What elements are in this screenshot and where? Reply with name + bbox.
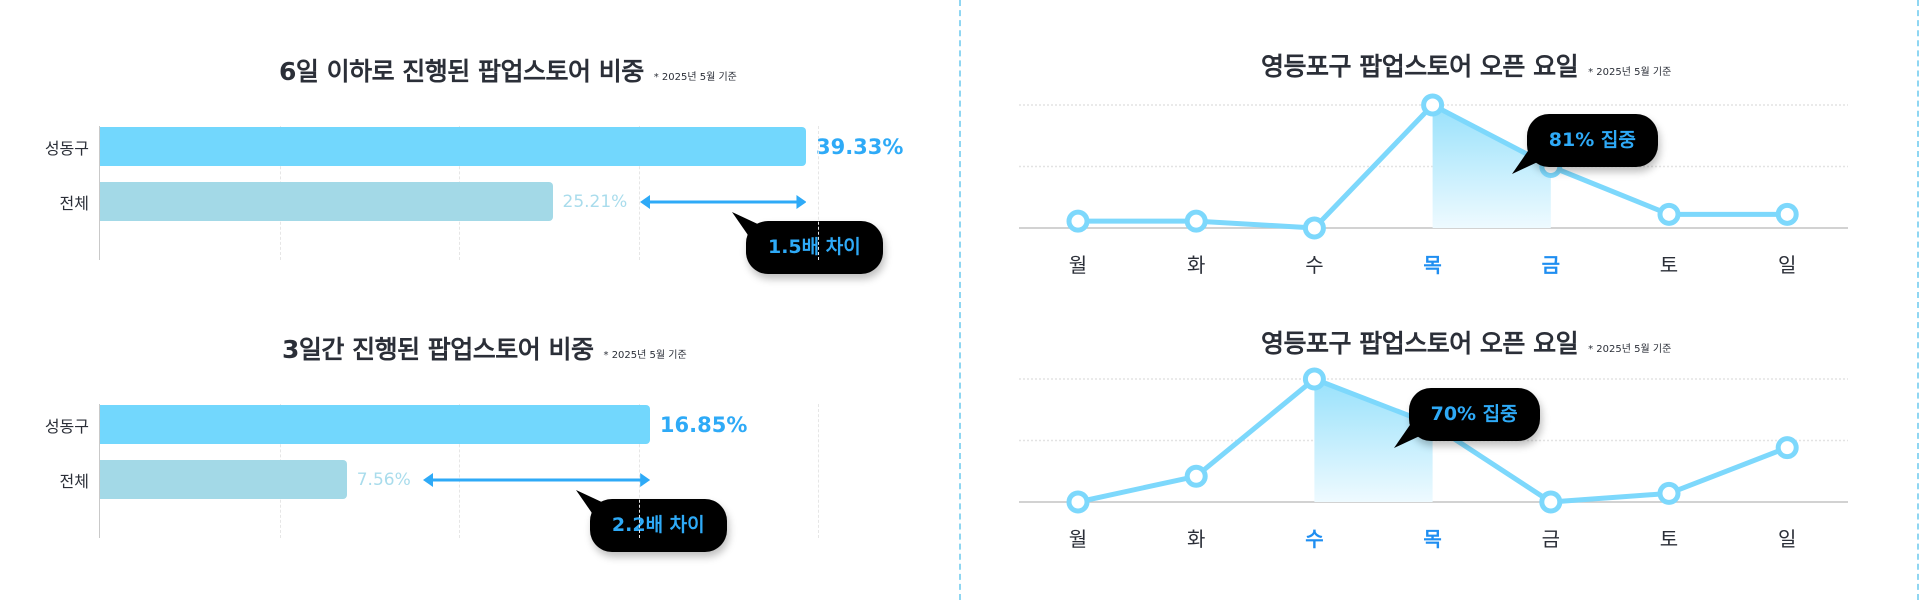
data-point (1775, 202, 1799, 226)
day-label: 금 (1541, 527, 1560, 551)
gridline (638, 404, 640, 538)
category-label: 성동구 (44, 417, 89, 436)
day-label: 월 (1068, 527, 1088, 551)
line-chart-weekday-1: 영등포구 팝업스토어 오픈 요일 * 2025년 5월 기준 월 화 수 목 금… (1019, 47, 1848, 277)
bar-total (100, 460, 347, 499)
gridline (459, 404, 460, 538)
difference-arrow (422, 473, 650, 487)
value-label: 7.56% (356, 470, 411, 490)
right-edge-divider (1917, 0, 1919, 600)
data-point (1302, 216, 1326, 240)
line-chart-weekday-2: 영등포구 팝업스토어 오픈 요일 * 2025년 5월 기준 월 화 수 목 금… (0, 274, 1920, 574)
arrow-head-right (795, 195, 806, 209)
concentration-callout: 70% 집중 (1408, 388, 1540, 441)
day-label: 토 (1659, 253, 1679, 277)
bar-total (100, 182, 553, 221)
data-point (1302, 367, 1326, 391)
day-label: 월 (1068, 253, 1088, 277)
callout-tail (731, 212, 762, 238)
day-label: 토 (1659, 527, 1679, 551)
section-divider (959, 0, 961, 600)
concentration-callout: 81% 집중 (1526, 114, 1658, 167)
callout-tail (1393, 422, 1424, 448)
line-plot (1019, 367, 1848, 514)
callout-tail (575, 490, 606, 516)
chart-title-row: 영등포구 팝업스토어 오픈 요일 * 2025년 5월 기준 (1261, 47, 1671, 83)
highlight-area (1432, 105, 1551, 228)
day-label: 수 (1305, 527, 1324, 551)
data-point (1657, 202, 1681, 226)
data-point (1539, 490, 1563, 514)
difference-arrow (639, 195, 806, 209)
value-label: 25.21% (562, 192, 628, 212)
chart-note: * 2025년 5월 기준 (1588, 67, 1672, 78)
highlight-area (1314, 379, 1433, 502)
day-label: 화 (1186, 527, 1206, 551)
gridline (818, 126, 819, 260)
day-label: 목 (1423, 527, 1442, 551)
chart-note: * 2025년 5월 기준 (653, 72, 737, 83)
data-point (1066, 490, 1090, 514)
data-point (1657, 481, 1681, 505)
category-label: 전체 (59, 472, 89, 491)
chart-title-row: 6일 이하로 진행된 팝업스토어 비중 * 2025년 5월 기준 (279, 52, 737, 88)
bar-primary (100, 127, 806, 166)
y-axis-line (99, 404, 100, 538)
gridline (638, 126, 640, 260)
chart-title: 6일 이하로 진행된 팝업스토어 비중 (279, 57, 644, 86)
bar-chart-3days: 3일간 진행된 팝업스토어 비중 * 2025년 5월 기준 성동구 전체 16… (0, 278, 1920, 578)
gridline (818, 404, 819, 538)
callout-tail (1511, 148, 1542, 174)
category-label: 전체 (59, 194, 89, 213)
data-point (1775, 436, 1799, 460)
arrow-head-left (422, 473, 433, 487)
day-label: 화 (1186, 253, 1206, 277)
chart-title: 영등포구 팝업스토어 오픈 요일 (1261, 52, 1579, 81)
chart-note: * 2025년 5월 기준 (1588, 344, 1672, 355)
difference-callout: 1.5배 차이 (745, 221, 883, 274)
data-point (1184, 464, 1208, 488)
bar-primary (100, 405, 650, 444)
line-plot (1019, 93, 1848, 240)
data-point (1421, 93, 1445, 117)
difference-callout: 2.2배 차이 (589, 499, 727, 552)
category-label: 성동구 (44, 139, 89, 158)
chart-title: 3일간 진행된 팝업스토어 비중 (282, 335, 594, 364)
y-axis-line (99, 126, 100, 260)
day-label: 금 (1541, 253, 1560, 277)
chart-title-row: 영등포구 팝업스토어 오픈 요일 * 2025년 5월 기준 (1261, 324, 1671, 360)
arrow-head-right (639, 473, 650, 487)
data-point (1184, 209, 1208, 233)
value-label: 39.33% (815, 135, 904, 159)
day-label: 목 (1423, 253, 1442, 277)
day-label: 일 (1777, 253, 1797, 277)
data-point (1066, 209, 1090, 233)
day-label: 일 (1777, 527, 1797, 551)
chart-note: * 2025년 5월 기준 (603, 350, 687, 361)
chart-title: 영등포구 팝업스토어 오픈 요일 (1261, 329, 1579, 358)
day-label: 수 (1305, 253, 1324, 277)
chart-title-row: 3일간 진행된 팝업스토어 비중 * 2025년 5월 기준 (282, 330, 687, 366)
bar-chart-6days: 6일 이하로 진행된 팝업스토어 비중 * 2025년 5월 기준 성동구 전체… (44, 52, 904, 274)
arrow-head-left (639, 195, 650, 209)
value-label: 16.85% (659, 413, 748, 437)
